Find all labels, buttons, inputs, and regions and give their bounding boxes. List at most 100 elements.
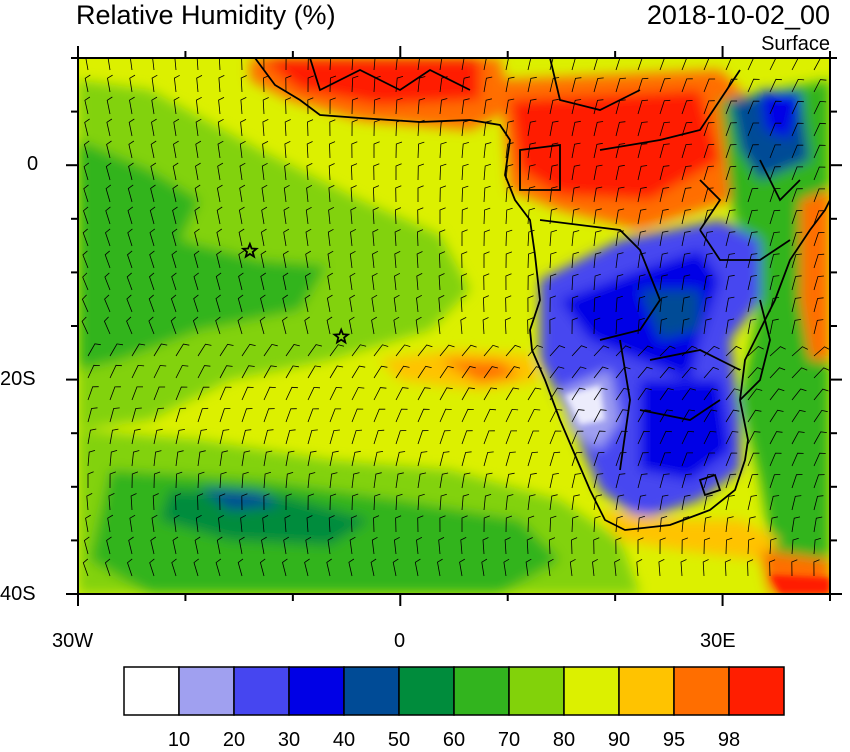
wind-barb xyxy=(571,273,579,291)
wind-barb xyxy=(307,386,321,401)
wind-barb xyxy=(107,74,113,93)
wind-barb xyxy=(285,493,292,511)
wind-barb xyxy=(747,409,762,423)
wind-barb xyxy=(549,251,557,269)
wind-barb xyxy=(326,316,333,335)
wind-barb xyxy=(328,185,335,203)
wind-barb xyxy=(461,251,468,269)
wind-barb xyxy=(218,97,225,115)
wind-barb xyxy=(593,387,608,401)
wind-barb xyxy=(681,274,691,291)
wind-barb xyxy=(637,537,644,554)
map-title: Relative Humidity (%) xyxy=(76,0,336,30)
wind-barb xyxy=(482,537,489,555)
wind-barb xyxy=(417,185,424,202)
wind-barb xyxy=(395,141,403,159)
wind-barb xyxy=(593,164,603,181)
wind-barb xyxy=(659,252,669,269)
wind-barb xyxy=(725,452,738,467)
wind-barb xyxy=(372,207,379,225)
wind-barb xyxy=(505,251,513,269)
wind-barb xyxy=(263,365,277,379)
wind-barb xyxy=(87,428,97,445)
wind-barb xyxy=(680,559,687,577)
wind-barb xyxy=(285,365,299,379)
wind-barb xyxy=(307,97,314,115)
wind-barb xyxy=(128,162,134,181)
wind-barb xyxy=(439,185,447,203)
wind-barb xyxy=(82,272,89,291)
wind-barb xyxy=(481,558,488,577)
lon-label-30w: 30W xyxy=(52,630,94,652)
wind-barb xyxy=(282,272,289,291)
wind-barb xyxy=(615,99,626,115)
wind-barb xyxy=(437,558,443,577)
wind-barb xyxy=(549,473,559,489)
wind-barb xyxy=(813,232,825,247)
wind-barb xyxy=(681,230,691,247)
wind-barb xyxy=(725,100,738,115)
wind-barb xyxy=(171,272,177,291)
wind-barb xyxy=(439,229,446,247)
wind-barb xyxy=(527,451,539,467)
wind-barb xyxy=(83,536,90,555)
wind-barb xyxy=(348,558,355,577)
wind-barb xyxy=(153,450,162,467)
wind-barb xyxy=(747,516,756,533)
wind-barb xyxy=(327,272,334,291)
wind-barb xyxy=(571,230,580,247)
wind-barb xyxy=(703,452,716,467)
wind-barb xyxy=(461,387,475,401)
wind-barb xyxy=(263,493,270,511)
colorbar-swatch xyxy=(673,666,730,716)
wind-barb xyxy=(637,58,643,71)
wind-barb xyxy=(505,229,513,247)
wind-barb xyxy=(636,559,643,577)
wind-barb xyxy=(417,141,425,159)
wind-barb xyxy=(747,275,758,291)
wind-barb xyxy=(813,188,825,203)
wind-barb xyxy=(571,58,576,71)
wind-barb xyxy=(329,119,336,137)
wind-barb xyxy=(813,431,827,445)
wind-barb xyxy=(261,162,268,181)
wind-barb xyxy=(659,187,670,203)
wind-barb xyxy=(194,536,201,555)
wind-barb xyxy=(439,515,446,533)
wind-barb xyxy=(195,140,202,159)
wind-barb xyxy=(328,515,335,533)
wind-barb xyxy=(527,409,541,423)
wind-barb xyxy=(350,228,357,247)
wind-barb xyxy=(593,295,601,313)
wind-barb xyxy=(307,450,317,467)
wind-barb xyxy=(417,430,429,445)
wind-barb xyxy=(109,471,116,489)
wind-barb xyxy=(307,75,314,93)
wind-barb xyxy=(747,122,760,137)
wind-barb xyxy=(615,208,625,225)
wind-barb xyxy=(702,559,709,577)
wind-barb xyxy=(769,58,783,71)
wind-barb xyxy=(85,58,89,71)
wind-barb xyxy=(659,296,668,313)
wind-barb xyxy=(193,250,200,269)
wind-barb xyxy=(131,471,139,489)
lat-label-20s: 20S xyxy=(0,368,36,390)
wind-barb xyxy=(175,429,185,445)
wind-barb xyxy=(503,558,510,577)
wind-barb xyxy=(549,430,562,445)
wind-barb xyxy=(813,367,830,379)
wind-barb xyxy=(659,388,674,401)
wind-barb xyxy=(791,452,804,467)
wind-barb xyxy=(527,251,535,269)
wind-barb xyxy=(482,317,489,335)
wind-barb xyxy=(637,77,649,93)
wind-barb xyxy=(84,74,91,93)
wind-barb xyxy=(681,409,696,423)
wind-barb xyxy=(219,365,233,379)
wind-barb xyxy=(659,274,668,291)
wind-barb xyxy=(395,515,402,533)
wind-barb xyxy=(395,408,408,423)
wind-barb xyxy=(549,494,558,511)
wind-barb xyxy=(747,78,760,93)
